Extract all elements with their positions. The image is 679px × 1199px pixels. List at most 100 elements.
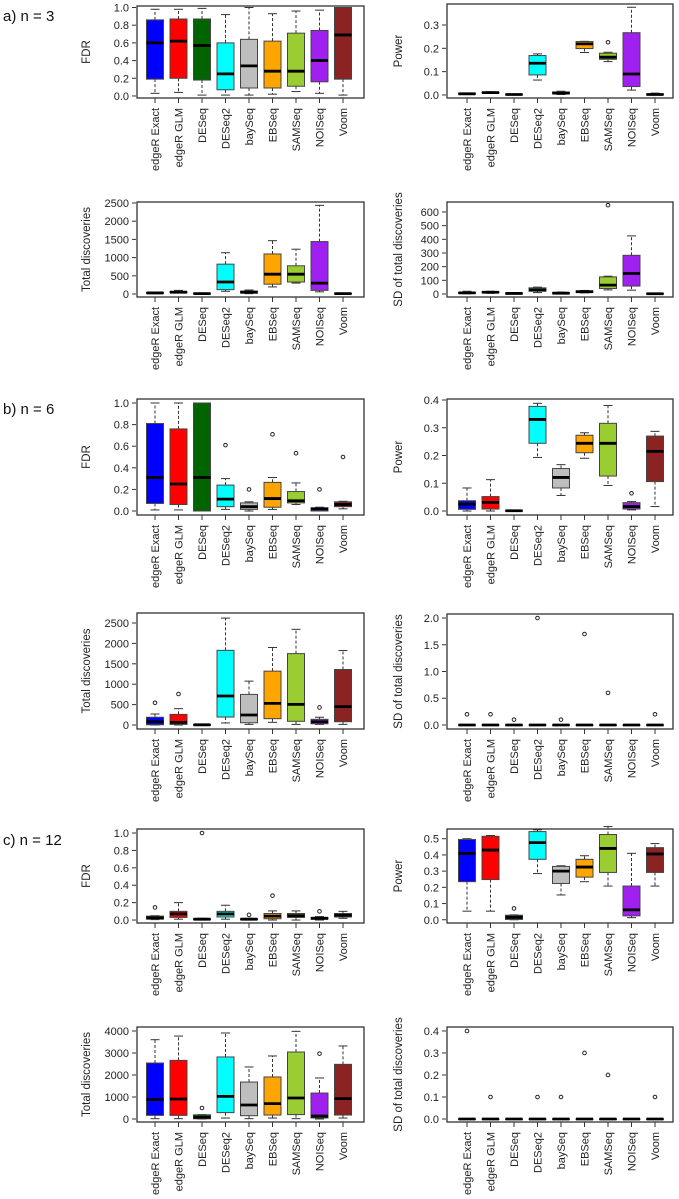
box-edger-exact [458, 838, 476, 912]
box-edger-glm [169, 902, 188, 920]
x-tick-label: edgeR GLM [174, 739, 186, 798]
outlier-point [652, 711, 658, 717]
iqr-box [622, 885, 641, 917]
box-edger-exact [146, 402, 164, 511]
outlier-point [582, 1050, 587, 1056]
box-bayseq [552, 464, 570, 496]
x-tick-label: Voom [650, 739, 662, 767]
iqr-box [263, 253, 282, 285]
y-tick-label: 0 [123, 1114, 129, 1126]
iqr-box [552, 865, 570, 884]
x-tick-label: edgeR Exact [462, 108, 474, 171]
x-tick-label: Voom [338, 739, 350, 767]
boxplot-panel-power: Power 0.0 0.1 0.2 0.3 0.4 edgeR Exact edgeR GLM… [393, 395, 674, 588]
x-tick-label: SAMSeq [603, 307, 615, 350]
boxplot-panel-total-discoveries: Total discoveries 0 500 1000 1500 2000 2500 edg… [81, 612, 365, 802]
x-tick-label: edgeR Exact [150, 739, 162, 802]
x-tick-label: DESeq [509, 108, 521, 143]
box-deseq2 [528, 53, 547, 81]
box-voom [334, 1045, 352, 1119]
x-tick-label: Voom [650, 933, 662, 961]
y-tick-label: 400 [421, 234, 439, 246]
x-tick-label: DESeq2 [221, 307, 233, 348]
box-ebseq [575, 1050, 594, 1121]
outlier-point [246, 912, 252, 918]
outlier-point [270, 432, 275, 437]
x-tick-label: Voom [338, 525, 350, 553]
iqr-box [169, 18, 188, 79]
x-tick-label: edgeR GLM [174, 525, 186, 584]
x-tick-label: baySeq [556, 525, 568, 562]
box-noiseq [622, 235, 641, 291]
box-noiseq [622, 6, 641, 91]
outlier-point [317, 1051, 322, 1056]
box-bayseq [240, 680, 258, 725]
box-ebseq [263, 432, 282, 510]
box-ebseq [575, 289, 594, 294]
box-voom [646, 1094, 664, 1121]
y-axis-label: Power [393, 35, 405, 68]
y-tick-label: 1.0 [114, 3, 129, 15]
x-tick-label: DESeq [509, 307, 521, 342]
box-noiseq [622, 490, 641, 511]
x-tick-label: baySeq [556, 307, 568, 344]
box-edger-exact [146, 905, 164, 921]
y-tick-label: 0.0 [424, 915, 439, 927]
box-samseq [287, 910, 305, 921]
y-axis-label: Power [393, 860, 405, 893]
outlier-point [629, 490, 634, 496]
box-bayseq [552, 865, 570, 896]
boxplot-panel-fdr: FDR 0.0 0.2 0.4 0.6 0.8 1.0 edgeR Exact edgeR GL… [81, 828, 365, 996]
outlier-point [464, 1028, 470, 1034]
y-tick-label: 0.4 [424, 1026, 439, 1038]
box-samseq [599, 1072, 617, 1121]
iqr-box [310, 241, 329, 291]
iqr-box [216, 484, 235, 508]
box-voom [646, 92, 664, 96]
x-tick-label: EBSeq [268, 307, 280, 341]
x-tick-label: EBSeq [268, 525, 280, 559]
y-tick-label: 0.8 [114, 420, 129, 432]
outlier-point [511, 717, 517, 722]
y-tick-label: 2000 [105, 216, 129, 228]
box-edger-glm [169, 691, 188, 726]
box-noiseq [622, 852, 641, 919]
box-edger-exact [146, 8, 164, 94]
x-tick-label: SAMSeq [603, 1132, 615, 1175]
boxplot-panel-fdr: FDR 0.0 0.2 0.4 0.6 0.8 1.0 edgeR Exact edgeR GL… [81, 3, 365, 171]
y-tick-label: 0.8 [114, 20, 129, 32]
y-tick-label: 0.1 [424, 67, 439, 79]
box-voom [334, 454, 352, 510]
y-tick-label: 300 [421, 248, 439, 260]
iqr-box [622, 254, 641, 287]
outlier-point [317, 487, 322, 492]
iqr-box [146, 423, 164, 504]
y-tick-label: 0.5 [424, 834, 439, 846]
plot-frame [136, 828, 365, 924]
section-label-c: c) n = 12 [3, 832, 62, 849]
box-noiseq [310, 909, 329, 921]
y-tick-label: 0.3 [424, 1048, 439, 1060]
y-tick-label: 0.5 [424, 693, 439, 705]
y-tick-label: 2500 [105, 198, 129, 210]
y-tick-label: 0.0 [424, 1114, 439, 1126]
x-tick-label: SAMSeq [603, 525, 615, 568]
x-tick-label: EBSeq [268, 739, 280, 773]
outlier-point [511, 906, 517, 911]
outlier-point [464, 711, 470, 717]
iqr-box [646, 435, 664, 483]
x-tick-label: Voom [338, 307, 350, 335]
x-tick-label: edgeR Exact [150, 525, 162, 588]
iqr-box [216, 1056, 235, 1114]
x-tick-label: SAMSeq [603, 933, 615, 976]
outlier-point [317, 705, 322, 710]
iqr-box [528, 405, 547, 444]
box-deseq2 [216, 252, 235, 292]
iqr-box [193, 402, 211, 512]
iqr-box [481, 835, 500, 881]
plot-frame [446, 398, 674, 516]
x-tick-label: edgeR Exact [150, 1132, 162, 1195]
box-deseq [193, 1105, 211, 1120]
x-tick-label: edgeR GLM [486, 1132, 498, 1191]
